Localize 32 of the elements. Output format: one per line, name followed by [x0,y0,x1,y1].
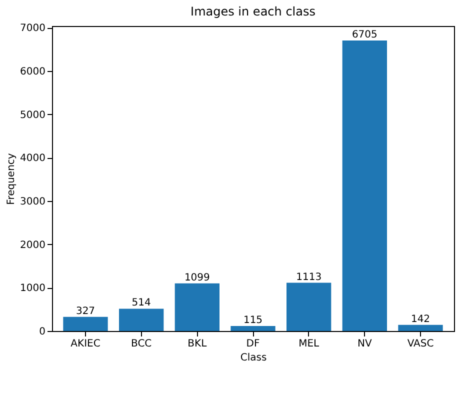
y-tick-label: 4000 [20,153,46,164]
y-tick-label: 0 [39,326,46,338]
x-tick-label: VASC [407,338,434,350]
y-tick-label: 5000 [20,110,46,121]
x-tick-label: DF [246,338,260,350]
data-label: 327 [76,306,96,317]
data-label: 115 [243,315,263,326]
bar [342,40,387,331]
data-label: 1113 [296,272,322,283]
x-tick-label: BCC [131,338,152,350]
bar [286,282,332,331]
bar [230,326,276,331]
y-axis-title: Frequency [6,153,18,205]
x-tick-label: MEL [298,338,320,350]
chart-title: Images in each class [190,4,316,19]
y-tick-label: 2000 [20,240,46,251]
data-label: 142 [410,314,430,325]
bar [63,316,108,331]
data-label: 514 [132,298,151,309]
x-axis-title: Class [240,352,267,364]
bar [119,308,164,331]
y-tick-label: 1000 [20,283,46,294]
x-tick-label: AKIEC [70,338,100,350]
y-tick-label: 6000 [20,66,46,78]
bar [398,324,443,331]
data-label: 6705 [352,30,378,41]
bar [174,283,220,331]
data-label: 1099 [184,272,210,284]
x-tick-label: BKL [188,338,208,350]
y-tick-label: 3000 [20,196,46,208]
y-tick-label: 7000 [20,23,46,34]
x-tick-label: NV [358,338,372,350]
